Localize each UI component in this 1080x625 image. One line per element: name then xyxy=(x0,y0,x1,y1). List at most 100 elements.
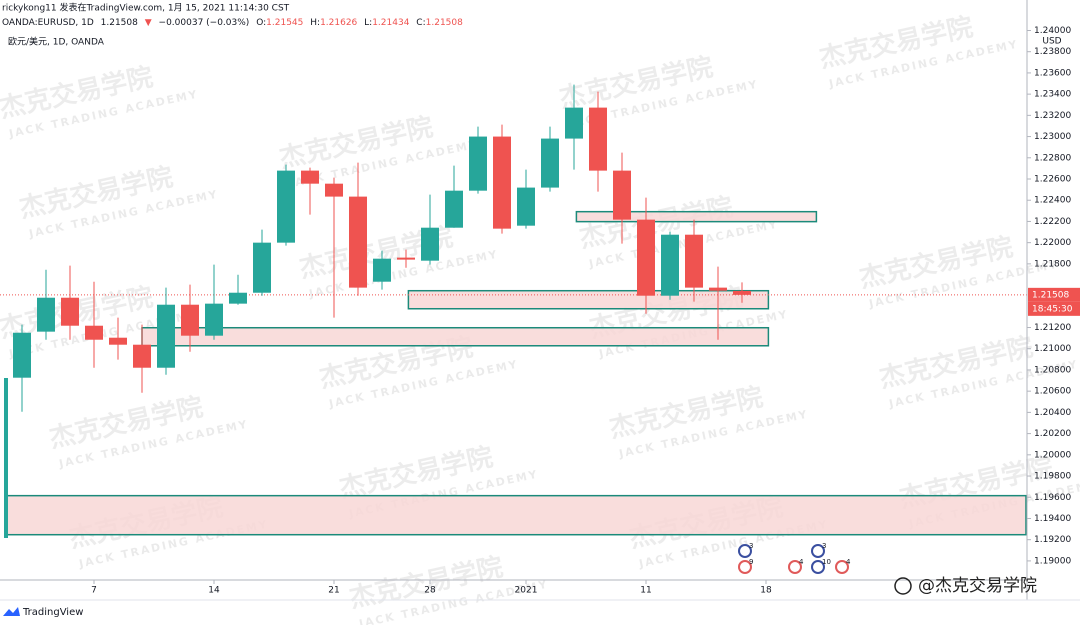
last-price-box xyxy=(1028,287,1080,302)
h: 1.21626 xyxy=(320,18,357,28)
countdown: 18:45:30 xyxy=(1032,304,1073,314)
event-icon xyxy=(738,560,752,574)
symbol: OANDA:EURUSD, 1D xyxy=(2,18,94,28)
brand: TradingView xyxy=(22,607,83,618)
event-icon xyxy=(811,544,825,558)
y-tick-label: 1.21800 xyxy=(1034,259,1071,269)
event-count: 4 xyxy=(846,558,851,566)
c: 1.21508 xyxy=(426,18,463,28)
countdown-box xyxy=(1028,301,1080,316)
l-label: L: xyxy=(364,18,372,28)
y-tick-label: 1.19000 xyxy=(1034,556,1071,566)
candle-body xyxy=(469,136,487,191)
candle-body xyxy=(589,107,607,171)
y-tick-label: 1.22400 xyxy=(1034,196,1071,206)
candle-body xyxy=(517,187,535,226)
candle-body xyxy=(373,258,391,282)
y-tick-label: 1.23600 xyxy=(1034,68,1071,78)
event-icon xyxy=(811,560,825,574)
y-tick-label: 1.21200 xyxy=(1034,323,1071,333)
candle-body xyxy=(709,287,727,291)
author-line: rickykong11 发表在TradingView.com, 1月 15, 2… xyxy=(2,2,290,14)
weibo-icon xyxy=(894,577,912,595)
y-tick-label: 1.20800 xyxy=(1034,365,1071,375)
quote-line: OANDA:EURUSD, 1D 1.21508 ▼ −0.00037 (−0.… xyxy=(2,18,463,28)
o-label: O: xyxy=(256,18,266,28)
pair: 欧元/美元, 1D, OANDA xyxy=(8,36,105,48)
candle-body xyxy=(181,304,199,336)
y-tick-label: 1.23400 xyxy=(1034,90,1071,100)
y-tick-label: 1.19800 xyxy=(1034,472,1071,482)
tv-logo xyxy=(3,607,20,616)
candle-body xyxy=(397,257,415,260)
h-label: H: xyxy=(310,18,320,28)
candle-body xyxy=(613,170,631,220)
y-tick-label: 1.23000 xyxy=(1034,132,1071,142)
last-price-label: 1.21508 xyxy=(1032,290,1069,300)
x-tick-label: 21 xyxy=(328,586,339,596)
candle-body xyxy=(61,297,79,326)
y-tick-label: 1.19400 xyxy=(1034,514,1071,524)
y-tick-label: 1.22800 xyxy=(1034,153,1071,163)
y-tick-label: 1.19200 xyxy=(1034,535,1071,545)
y-tick-label: 1.20600 xyxy=(1034,387,1071,397)
event-count: 3 xyxy=(749,542,753,550)
candle-body xyxy=(445,190,463,228)
candle-body xyxy=(133,344,151,368)
x-tick-label: 11 xyxy=(640,586,651,596)
clipped-candle xyxy=(4,378,8,538)
last: 1.21508 xyxy=(101,18,138,28)
event-icon xyxy=(835,560,849,574)
zone xyxy=(407,289,770,310)
candle-body xyxy=(325,183,343,197)
y-tick-label: 1.20400 xyxy=(1034,408,1071,418)
y-tick-label: 1.22000 xyxy=(1034,238,1071,248)
candle-body xyxy=(85,325,103,340)
x-tick-label: 7 xyxy=(91,586,97,596)
y-tick-label: 1.20200 xyxy=(1034,429,1071,439)
plot xyxy=(0,84,1027,538)
candle-body xyxy=(205,303,223,336)
candle-body xyxy=(37,297,55,332)
y-tick-label: 1.19600 xyxy=(1034,493,1071,503)
zone xyxy=(141,326,770,347)
y-tick-label: 1.23200 xyxy=(1034,111,1071,121)
down-arrow: ▼ xyxy=(145,18,152,28)
event-icon xyxy=(738,544,752,558)
candle-body xyxy=(685,234,703,288)
x-tick-label: 28 xyxy=(424,586,436,596)
event-count: 4 xyxy=(799,558,804,566)
event-count: 9 xyxy=(749,558,753,566)
x-tick-label: 2021 xyxy=(515,586,538,596)
candle-body xyxy=(109,337,127,345)
y-tick-label: 1.22200 xyxy=(1034,217,1071,227)
y-tick-label: 1.20000 xyxy=(1034,450,1071,460)
candle-body xyxy=(277,170,295,243)
credit: @杰克交易学院 xyxy=(918,576,1037,596)
candle-body xyxy=(301,170,319,184)
y-tick-label: 1.23800 xyxy=(1034,47,1071,57)
l: 1.21434 xyxy=(372,18,409,28)
candle-body xyxy=(733,290,751,295)
candle-body xyxy=(541,138,559,188)
candle-body xyxy=(661,234,679,296)
y-tick-label: 1.24000 xyxy=(1034,26,1071,36)
y-tick-label: 1.22600 xyxy=(1034,175,1071,185)
o: 1.21545 xyxy=(266,18,303,28)
x-tick-label: 14 xyxy=(208,586,220,596)
zone xyxy=(4,494,1027,536)
candle-body xyxy=(421,227,439,261)
candle-body xyxy=(637,219,655,296)
candle-body xyxy=(253,242,271,293)
currency: USD xyxy=(1042,37,1061,47)
change: −0.00037 (−0.03%) xyxy=(159,18,250,28)
c-label: C: xyxy=(416,18,425,28)
y-tick-label: 1.21000 xyxy=(1034,344,1071,354)
candle-body xyxy=(565,107,583,139)
event-count: 10 xyxy=(822,558,831,566)
candle-body xyxy=(13,332,31,378)
event-count: 3 xyxy=(822,542,826,550)
x-tick-label: 18 xyxy=(760,586,772,596)
zone xyxy=(575,210,818,223)
